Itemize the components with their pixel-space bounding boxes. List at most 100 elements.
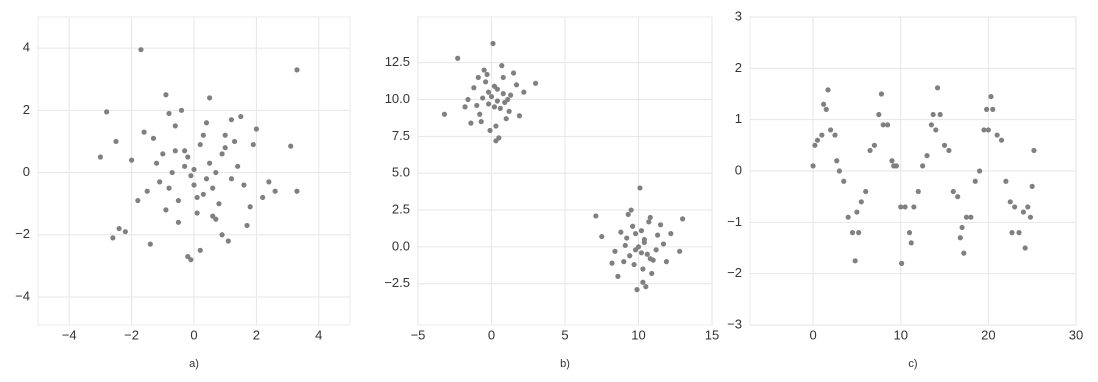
point	[849, 230, 856, 236]
point	[612, 248, 618, 254]
point	[640, 279, 646, 285]
point	[649, 270, 655, 277]
point	[961, 250, 967, 256]
point	[988, 93, 994, 100]
point	[635, 244, 642, 250]
point	[920, 163, 926, 169]
point	[655, 232, 661, 238]
point	[500, 74, 506, 81]
point	[1012, 204, 1018, 210]
y-tick-label: 0.0	[392, 238, 410, 253]
y-tick-label: 2	[735, 60, 742, 75]
point	[163, 207, 169, 213]
point	[946, 147, 952, 154]
point	[521, 89, 527, 95]
point	[1022, 245, 1028, 251]
point	[157, 179, 163, 185]
point	[1020, 209, 1027, 215]
point	[863, 188, 869, 195]
point	[484, 71, 490, 78]
x-tick-label: 20	[981, 327, 995, 342]
point	[821, 101, 827, 107]
point	[957, 235, 963, 241]
point	[627, 253, 633, 259]
point	[637, 185, 643, 191]
point	[899, 260, 905, 266]
point	[175, 197, 181, 204]
point	[506, 108, 512, 114]
point	[188, 173, 194, 179]
point	[480, 95, 486, 101]
x-tick-label: −4	[62, 327, 77, 342]
x-tick-label: 4	[315, 327, 322, 342]
y-tick-label: 10.0	[385, 91, 410, 106]
y-tick-label: 3	[735, 8, 742, 23]
point	[172, 123, 178, 129]
point	[222, 132, 228, 138]
point	[194, 210, 200, 216]
point	[510, 70, 517, 76]
point	[677, 248, 683, 254]
point	[441, 111, 448, 117]
point	[216, 201, 222, 207]
point	[455, 55, 461, 61]
point	[615, 273, 621, 279]
point	[902, 204, 908, 210]
point	[884, 122, 891, 128]
point	[985, 127, 991, 133]
point	[631, 261, 637, 268]
point	[941, 142, 948, 148]
point	[197, 247, 203, 253]
point	[490, 40, 496, 47]
point	[471, 85, 477, 91]
point	[169, 169, 175, 176]
y-tick-label: 0	[735, 162, 742, 177]
point	[210, 185, 216, 191]
point	[225, 238, 231, 244]
point	[241, 182, 247, 188]
x-axis-label: a)	[189, 358, 199, 370]
y-tick-label: −2	[15, 226, 30, 241]
point	[213, 169, 219, 176]
point	[191, 166, 197, 173]
point	[207, 160, 213, 166]
point	[505, 96, 511, 103]
point	[836, 168, 842, 174]
point	[593, 213, 599, 219]
x-tick-label: 10	[893, 327, 907, 342]
point	[138, 47, 144, 53]
point	[485, 101, 492, 107]
point	[503, 116, 509, 122]
point	[630, 223, 636, 229]
point	[819, 132, 825, 138]
point	[867, 147, 873, 154]
point	[911, 204, 917, 210]
point	[210, 213, 216, 219]
point	[628, 207, 634, 213]
point	[294, 67, 300, 73]
y-tick-label: −4	[15, 288, 30, 303]
point	[500, 91, 506, 97]
point	[950, 188, 956, 195]
point	[166, 185, 172, 191]
point	[852, 258, 858, 264]
y-tick-label: 1	[735, 111, 742, 126]
point	[122, 229, 128, 235]
point	[856, 230, 862, 236]
point	[253, 126, 259, 132]
point	[533, 80, 539, 86]
point	[478, 119, 484, 125]
point	[834, 158, 840, 164]
point	[244, 222, 250, 229]
x-tick-label: 5	[561, 327, 568, 342]
point	[272, 188, 278, 194]
point	[493, 123, 499, 129]
point	[197, 141, 203, 148]
point	[207, 95, 213, 101]
point	[994, 132, 1000, 138]
point	[663, 259, 670, 265]
point	[499, 63, 505, 69]
point	[930, 111, 936, 118]
point	[477, 111, 483, 117]
